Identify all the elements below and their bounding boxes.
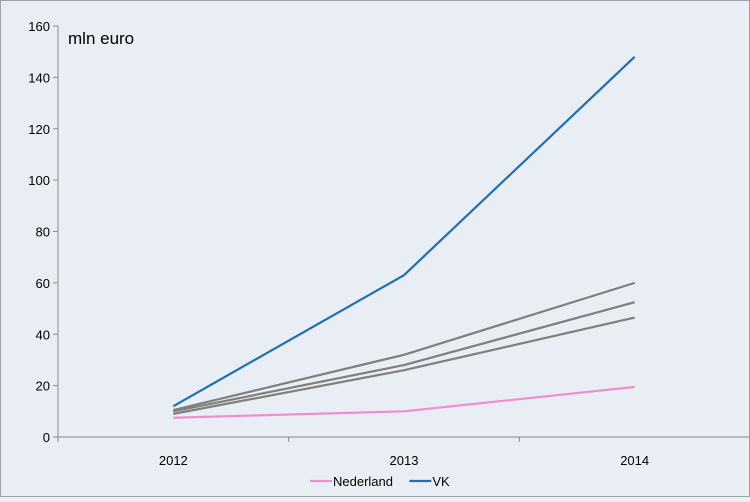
y-tick-label: 80 [36, 225, 50, 240]
y-tick-label: 60 [36, 276, 50, 291]
x-tick-label: 2014 [620, 453, 649, 468]
y-tick-label: 0 [43, 430, 50, 445]
series-line-nederland [173, 385, 635, 419]
y-tick-label: 160 [28, 19, 50, 34]
y-tick-label: 20 [36, 379, 50, 394]
series-line-unlabeled-4 [173, 316, 635, 415]
x-tick-label: 2013 [390, 453, 419, 468]
legend-label: VK [432, 474, 450, 489]
y-tick-label: 120 [28, 122, 50, 137]
series-line-vk [172, 56, 636, 408]
series-line-unlabeled-3 [173, 301, 635, 413]
unit-label: mln euro [68, 29, 134, 48]
legend-label: Nederland [333, 474, 393, 489]
legend-item: VK [409, 474, 450, 489]
x-tick-label: 2012 [159, 453, 188, 468]
legend-item: Nederland [310, 474, 393, 489]
series-line-unlabeled-2 [173, 281, 635, 412]
y-tick-label: 140 [28, 70, 50, 85]
y-tick-label: 100 [28, 173, 50, 188]
y-tick-label: 40 [36, 327, 50, 342]
